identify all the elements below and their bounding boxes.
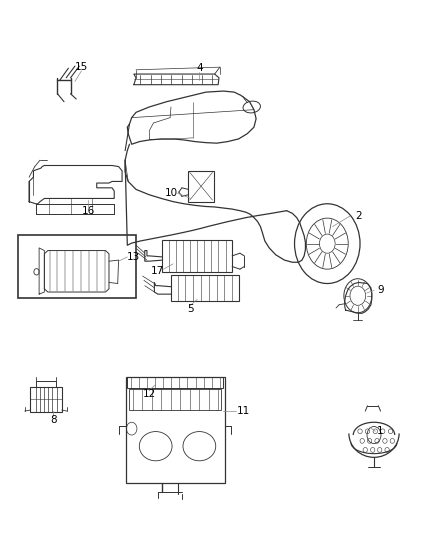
Bar: [30, 386, 62, 412]
Text: 8: 8: [50, 415, 57, 425]
Bar: [171, 275, 239, 301]
Text: 16: 16: [81, 206, 95, 216]
Text: 10: 10: [164, 188, 177, 198]
Text: 4: 4: [196, 63, 203, 73]
Text: 11: 11: [237, 406, 250, 416]
Text: 1: 1: [377, 426, 384, 437]
Text: 17: 17: [151, 266, 165, 276]
Bar: [188, 171, 214, 201]
Bar: [18, 235, 136, 298]
Bar: [130, 389, 221, 410]
Text: 12: 12: [142, 389, 156, 399]
Text: 5: 5: [187, 304, 194, 314]
Text: 15: 15: [75, 62, 88, 72]
Bar: [162, 240, 232, 272]
Text: 9: 9: [377, 286, 384, 295]
Bar: [127, 377, 223, 387]
Text: 2: 2: [355, 211, 362, 221]
Text: 13: 13: [127, 252, 141, 262]
Bar: [127, 377, 225, 483]
